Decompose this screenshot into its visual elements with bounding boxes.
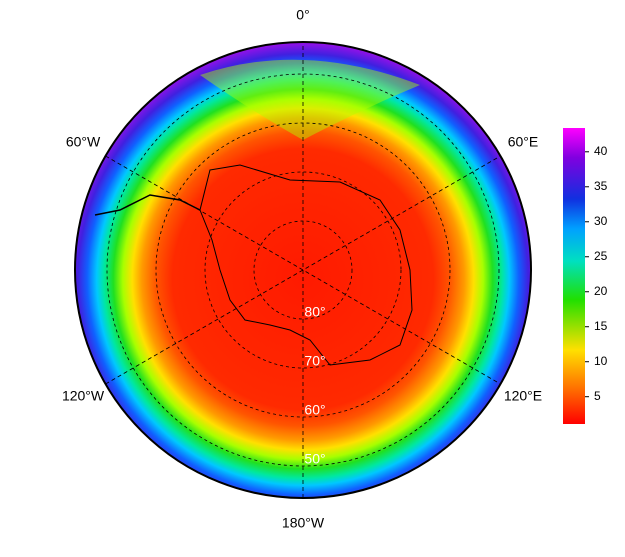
colorbar-tick-label: 5 [594, 389, 601, 403]
field-patch [200, 59, 420, 140]
antarctica-coast [199, 164, 413, 366]
longitude-label: 0° [296, 7, 309, 23]
longitude-label: 120°E [504, 388, 542, 404]
colorbar-tick-label: 35 [594, 179, 608, 193]
colorbar-tick-label: 20 [594, 284, 608, 298]
map [74, 41, 532, 499]
longitude-label: 120°W [62, 388, 105, 404]
colorbar-tick-label: 10 [594, 354, 608, 368]
longitude-label: 60°E [508, 134, 539, 150]
colorbar-tick-label: 40 [594, 144, 608, 158]
latitude-label: 60° [304, 402, 325, 418]
latitude-circle [204, 171, 402, 369]
latitude-label: 70° [304, 353, 325, 369]
longitude-label: 60°W [66, 134, 101, 150]
meridian [105, 155, 501, 385]
colorbar-tick-label: 15 [594, 319, 608, 333]
longitude-label: 180°W [282, 515, 325, 531]
colorbar [563, 128, 585, 424]
peninsula-coast [94, 194, 201, 216]
latitude-label: 50° [304, 451, 325, 467]
colorbar-tick-label: 25 [594, 249, 608, 263]
latitude-label: 80° [304, 304, 325, 320]
colorbar-tick-label: 30 [594, 214, 608, 228]
